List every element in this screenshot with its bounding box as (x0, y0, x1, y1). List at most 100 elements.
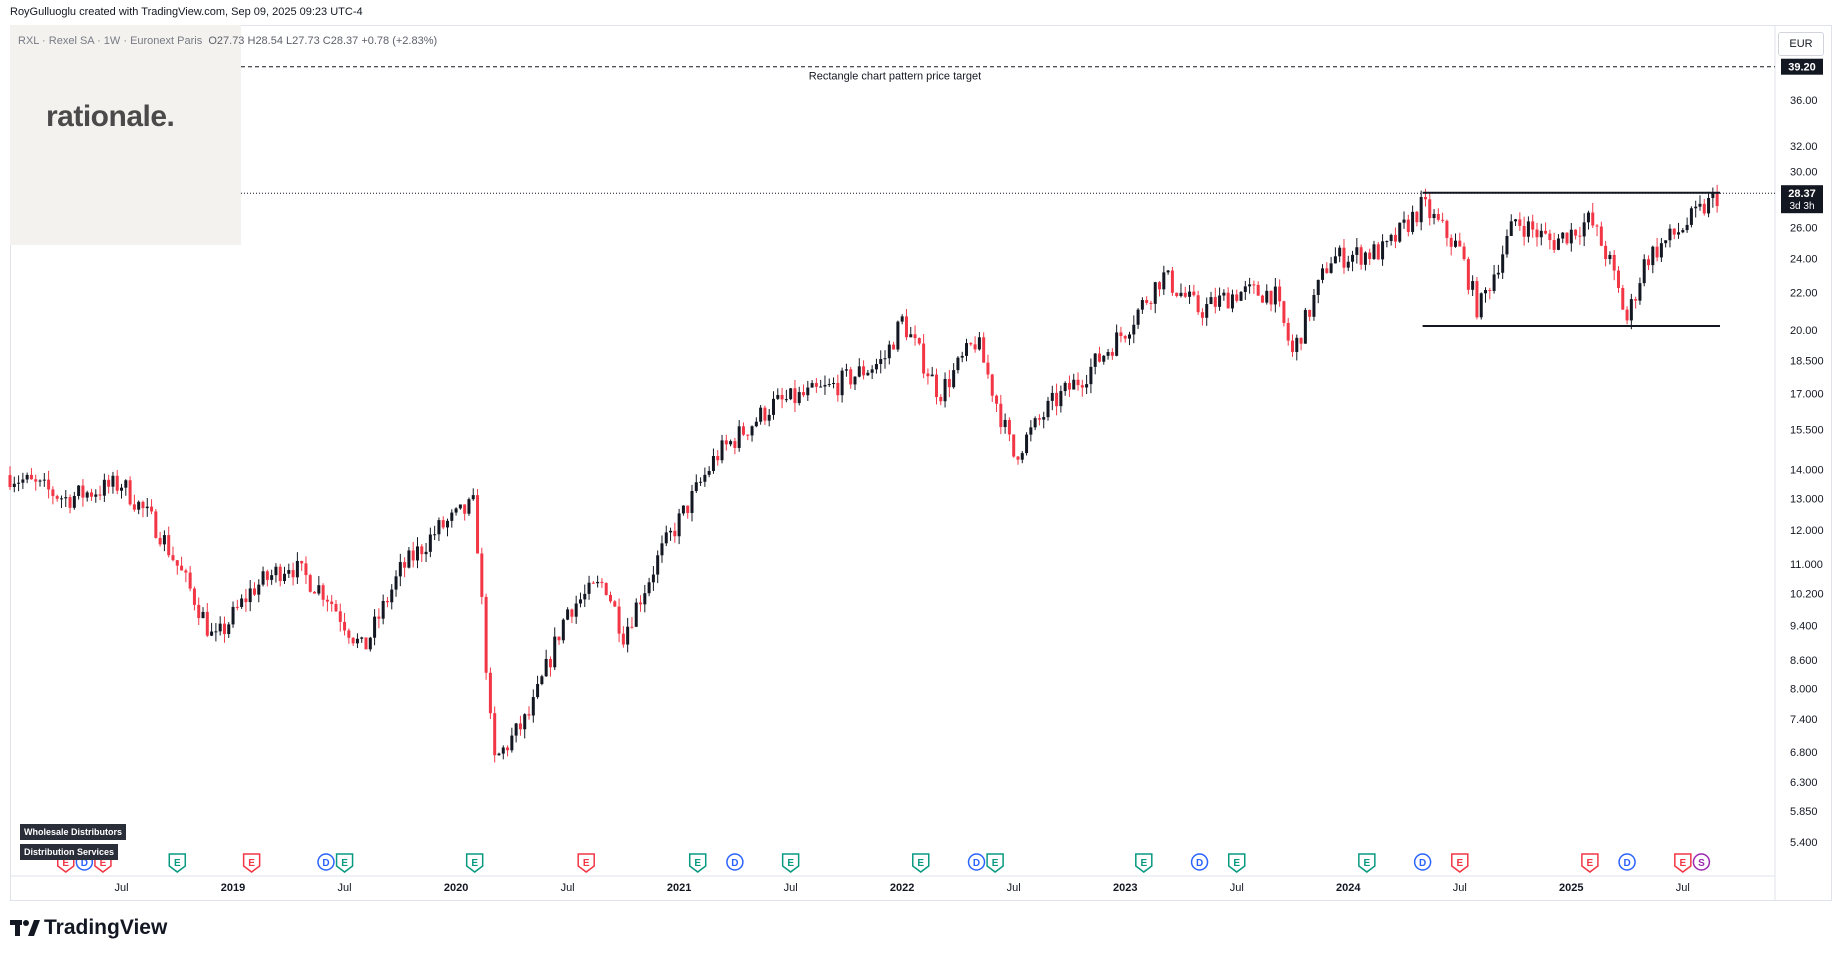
event-badge-earnings[interactable]: E (1674, 853, 1692, 873)
event-badge-earnings[interactable]: E (1451, 853, 1469, 873)
candle-body (943, 378, 947, 402)
event-badge-dividend[interactable]: D (726, 853, 744, 871)
candle-body (814, 383, 818, 387)
event-badge-earnings[interactable]: E (577, 853, 595, 873)
candle-body (836, 382, 840, 396)
candle (68, 494, 72, 514)
candle-body (1059, 391, 1063, 407)
candle-body (724, 440, 728, 445)
candle-body (1351, 254, 1355, 262)
candle (767, 409, 771, 427)
candle (1252, 280, 1256, 294)
candle (1428, 192, 1432, 226)
candle (1539, 223, 1543, 246)
event-badge-earnings[interactable]: E (1581, 853, 1599, 873)
candle (836, 374, 840, 402)
candle (922, 334, 926, 379)
candle-body (699, 481, 703, 483)
candle-body (1381, 241, 1385, 260)
candle-body (540, 676, 544, 685)
candle-body (746, 434, 750, 436)
event-badge-dividend[interactable]: D (1190, 853, 1209, 871)
symbol-name[interactable]: RXL · Rexel SA · 1W · Euronext Paris (18, 35, 203, 47)
event-badge-split[interactable]: S (1692, 853, 1711, 871)
candle (1102, 355, 1106, 365)
currency-selector[interactable]: EUR (1778, 32, 1824, 56)
candle-body (210, 631, 214, 636)
candle (548, 656, 552, 677)
last-price-tag-bg (1781, 185, 1823, 214)
candle-body (1256, 284, 1260, 296)
event-badge-earnings_alt[interactable]: E (781, 853, 800, 873)
candle (480, 547, 484, 605)
candle-body (1325, 268, 1329, 273)
event-badge-earnings_alt[interactable]: E (688, 853, 707, 873)
candle (25, 472, 29, 484)
chart-frame[interactable] (10, 25, 1832, 901)
candle (506, 745, 510, 757)
candle (1119, 326, 1123, 343)
candle-body (1376, 244, 1380, 260)
event-badge-earnings_alt[interactable]: E (465, 853, 484, 873)
candle-body (1093, 353, 1097, 367)
candle-body (664, 532, 668, 544)
candle (776, 388, 780, 401)
event-badge-shape (688, 853, 707, 873)
candle (647, 577, 651, 597)
event-badge-earnings_alt[interactable]: E (986, 853, 1004, 873)
event-badge-earnings_alt[interactable]: E (1358, 853, 1376, 873)
event-badge-shape (1358, 853, 1376, 873)
event-badge-earnings[interactable]: E (242, 853, 261, 873)
candle-body (900, 316, 904, 322)
event-badge-dividend[interactable]: D (317, 853, 335, 871)
candle-body (394, 576, 398, 590)
candle (1299, 337, 1303, 351)
event-badge-earnings_alt[interactable]: E (335, 853, 354, 873)
tradingview-logo[interactable]: TradingView (10, 916, 167, 940)
candle (1672, 228, 1676, 240)
candle-body (1359, 247, 1363, 265)
candle-body (115, 475, 119, 491)
candle (38, 479, 42, 487)
candle (583, 584, 587, 607)
candle-body (1569, 229, 1573, 244)
candle-body (150, 506, 154, 512)
candle-body (673, 530, 677, 537)
candle (1243, 280, 1247, 300)
candle (180, 556, 184, 571)
event-badge-earnings_alt[interactable]: E (168, 853, 187, 873)
price-tick-label: 22.00 (1790, 288, 1818, 300)
event-badge-dividend[interactable]: D (1618, 853, 1636, 871)
candle-body (81, 485, 85, 498)
candle (364, 637, 368, 650)
candle-body (1462, 246, 1466, 260)
candle-body (1338, 247, 1342, 257)
time-tick-label: Jul (1230, 882, 1244, 894)
event-badge-earnings_alt[interactable]: E (1227, 853, 1246, 873)
candle-body (313, 591, 317, 594)
sector-tag-sector[interactable]: Distribution Services (20, 844, 119, 860)
candle (656, 550, 660, 584)
candle (458, 504, 462, 510)
candle (1346, 255, 1350, 272)
candle (965, 338, 969, 362)
event-badge-shape (465, 853, 484, 873)
event-badge-dividend[interactable]: D (967, 853, 986, 871)
event-badge-earnings_alt[interactable]: E (1135, 853, 1153, 873)
candle-body (1273, 286, 1277, 305)
price-tick-label: 6.800 (1790, 747, 1818, 759)
candle-body (428, 534, 432, 552)
sector-tag-industry[interactable]: Wholesale Distributors (20, 824, 127, 840)
candle-body (681, 505, 685, 514)
candle (270, 569, 274, 585)
candle-body (874, 363, 878, 370)
candle-body (694, 482, 698, 491)
candle (1514, 218, 1518, 227)
event-badge-earnings_alt[interactable]: E (912, 853, 930, 873)
candle-body (763, 407, 767, 421)
symbol-info[interactable]: RXL · Rexel SA · 1W · Euronext Paris O27… (18, 35, 437, 47)
event-badge-dividend[interactable]: D (1413, 853, 1432, 871)
candle (763, 405, 767, 425)
candle-body (596, 581, 600, 584)
